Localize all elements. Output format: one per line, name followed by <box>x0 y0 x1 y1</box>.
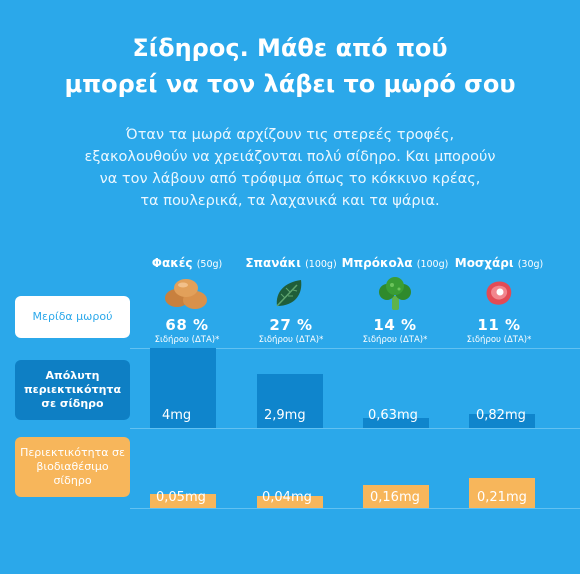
food-name-text: Μοσχάρι <box>454 256 514 270</box>
food-name: Φακές (50g) <box>132 256 242 270</box>
food-column-spinach: Σπανάκι (100g) 27 % Σιδήρου (ΔΤΑ)* <box>236 256 346 345</box>
bioavailable-iron-value: 0,05mg <box>156 490 206 505</box>
title-line-1: Σίδηρος. Μάθε από πού <box>132 34 448 62</box>
bioavailable-iron-bar <box>469 478 535 508</box>
absolute-iron-value: 0,82mg <box>476 408 526 423</box>
absolute-iron-value: 0,63mg <box>368 408 418 423</box>
divider-line <box>130 428 580 429</box>
intro-line: Όταν τα μωρά αρχίζουν τις στερεές τροφές… <box>125 127 455 143</box>
food-name-text: Μπρόκολα <box>341 256 413 270</box>
spinach-icon <box>276 280 302 307</box>
food-name-text: Φακές <box>151 256 193 270</box>
page-title: Σίδηρος. Μάθε από πού μπορεί να τον λάβε… <box>0 30 580 102</box>
food-sub: Σιδήρου (ΔΤΑ)* <box>362 335 428 345</box>
food-column-lentils: Φακές (50g) 68 % Σιδήρου (ΔΤΑ)* <box>132 256 242 345</box>
food-weight: (100g) <box>416 259 449 270</box>
absolute-iron-bar <box>150 348 216 428</box>
intro-line: εξακολουθούν να χρειάζονται πολύ σίδηρο.… <box>84 149 496 165</box>
food-weight: (30g) <box>517 259 544 270</box>
lentils-icon <box>165 279 207 309</box>
food-name: Μπρόκολα (100g) <box>340 256 450 270</box>
intro-line: τα πουλερικά, τα λαχανικά και τα ψάρια. <box>140 193 440 209</box>
food-name-text: Σπανάκι <box>245 256 301 270</box>
absolute-iron-value: 2,9mg <box>264 408 306 423</box>
divider-line <box>130 508 580 509</box>
absolute-iron-bar <box>469 414 535 428</box>
bioavailable-iron-bar <box>257 496 323 508</box>
bioavailable-iron-bar <box>363 485 429 508</box>
broccoli-icon <box>379 277 411 310</box>
bioavailable-iron-bar <box>150 494 216 508</box>
food-percent: 27 % <box>269 316 313 334</box>
bioavailable-iron-value: 0,16mg <box>370 490 420 505</box>
bioavailable-iron-label: Περιεκτικότητα σε βιοδιαθέσιμο σίδηρο <box>15 437 130 497</box>
food-column-broccoli: Μπρόκολα (100g) 14 % Σιδήρου (ΔΤΑ)* <box>340 256 450 345</box>
food-percent: 68 % <box>165 316 209 334</box>
absolute-iron-label: Απόλυτη περιεκτικότητα σε σίδηρο <box>15 360 130 420</box>
beef-icon <box>486 281 512 305</box>
food-name: Σπανάκι (100g) <box>236 256 346 270</box>
food-percent: 11 % <box>477 316 521 334</box>
food-sub: Σιδήρου (ΔΤΑ)* <box>154 335 220 345</box>
food-weight: (50g) <box>196 259 223 270</box>
food-column-beef: Μοσχάρι (30g) 11 % Σιδήρου (ΔΤΑ)* <box>444 256 554 345</box>
absolute-iron-value: 4mg <box>162 408 192 423</box>
food-percent: 14 % <box>373 316 417 334</box>
intro-text: Όταν τα μωρά αρχίζουν τις στερεές τροφές… <box>0 124 580 212</box>
bioavailable-iron-value: 0,04mg <box>262 490 312 505</box>
intro-line: να τον λάβουν από τρόφιμα όπως το κόκκιν… <box>99 171 481 187</box>
food-name: Μοσχάρι (30g) <box>444 256 554 270</box>
food-sub: Σιδήρου (ΔΤΑ)* <box>466 335 532 345</box>
bioavailable-iron-value: 0,21mg <box>477 490 527 505</box>
divider-line <box>130 348 580 349</box>
portion-label: Μερίδα μωρού <box>15 296 130 338</box>
absolute-iron-bar <box>257 374 323 428</box>
food-sub: Σιδήρου (ΔΤΑ)* <box>258 335 324 345</box>
title-line-2: μπορεί να τον λάβει το μωρό σου <box>64 70 516 98</box>
food-weight: (100g) <box>305 259 337 270</box>
absolute-iron-bar <box>363 418 429 428</box>
